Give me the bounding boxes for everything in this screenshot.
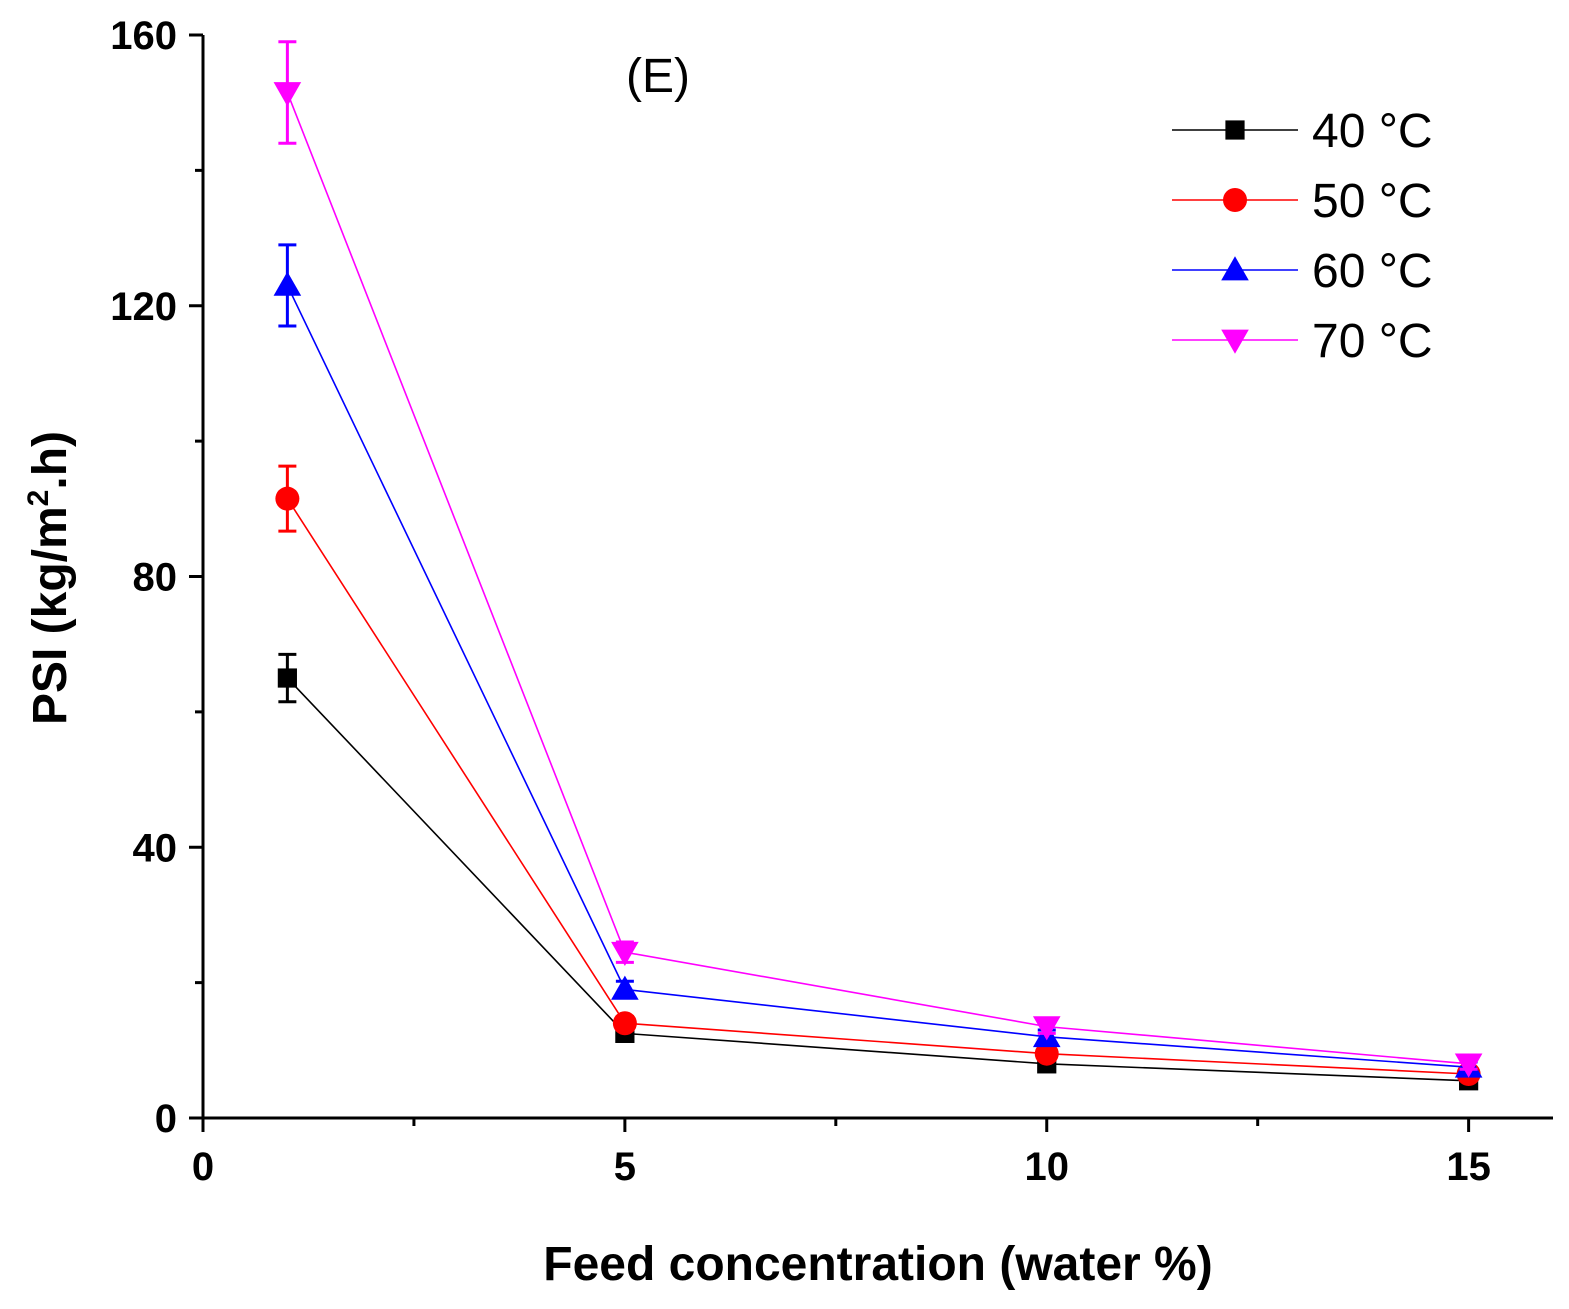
x-tick-label: 0 <box>192 1145 214 1189</box>
x-tick-label: 15 <box>1446 1145 1491 1189</box>
legend-item: 60 °C <box>1172 245 1433 298</box>
data-point <box>611 975 639 1000</box>
data-point <box>1454 1053 1483 1078</box>
y-tick-label: 40 <box>133 826 178 870</box>
series-40c <box>277 652 1479 1091</box>
y-axis-title-superscript: 2 <box>22 490 55 507</box>
y-tick-label: 0 <box>155 1097 177 1141</box>
x-tick-label: 5 <box>614 1145 636 1189</box>
legend-marker <box>1223 188 1247 212</box>
series-50c <box>275 464 1481 1087</box>
legend-item: 70 °C <box>1172 315 1433 368</box>
legend-label: 70 °C <box>1312 315 1433 368</box>
y-tick-label: 80 <box>133 556 178 600</box>
data-point <box>1032 1016 1061 1041</box>
series-line <box>286 285 1469 1069</box>
y-axis-title: PSI (kg/m2.h) <box>22 431 77 725</box>
data-point <box>273 271 302 296</box>
data-point <box>611 941 639 966</box>
x-axis-title: Feed concentration (water %) <box>543 1238 1212 1291</box>
y-tick-label: 160 <box>110 14 177 58</box>
series-60c <box>273 243 1483 1078</box>
series-70c <box>273 40 1483 1078</box>
legend-marker <box>1221 256 1249 281</box>
data-point <box>1034 1041 1059 1066</box>
panel-annotation: (E) <box>626 50 690 103</box>
legend-marker <box>1221 329 1249 354</box>
x-tick-label: 10 <box>1025 1145 1070 1189</box>
series-line <box>286 677 1469 1082</box>
data-point <box>612 1011 637 1036</box>
data-point <box>275 486 300 511</box>
legend-label: 50 °C <box>1312 175 1433 228</box>
data-point <box>277 668 297 688</box>
legend-label: 60 °C <box>1312 245 1433 298</box>
y-axis-title-tail: .h) <box>24 431 77 490</box>
legend: 40 °C 50 °C 60 °C 70 °C <box>1172 105 1433 368</box>
y-tick-label: 120 <box>110 285 177 329</box>
series-line <box>286 92 1469 1065</box>
y-axis-title-main: PSI (kg/m <box>24 506 77 725</box>
series-line <box>286 498 1469 1075</box>
legend-item: 50 °C <box>1172 175 1433 228</box>
legend-label: 40 °C <box>1312 105 1433 158</box>
data-point <box>273 82 302 107</box>
legend-marker <box>1225 120 1245 140</box>
axes: 0 5 10 15 0 40 80 120 160 <box>110 14 1553 1189</box>
series-layer <box>273 40 1483 1091</box>
legend-item: 40 °C <box>1172 105 1433 158</box>
